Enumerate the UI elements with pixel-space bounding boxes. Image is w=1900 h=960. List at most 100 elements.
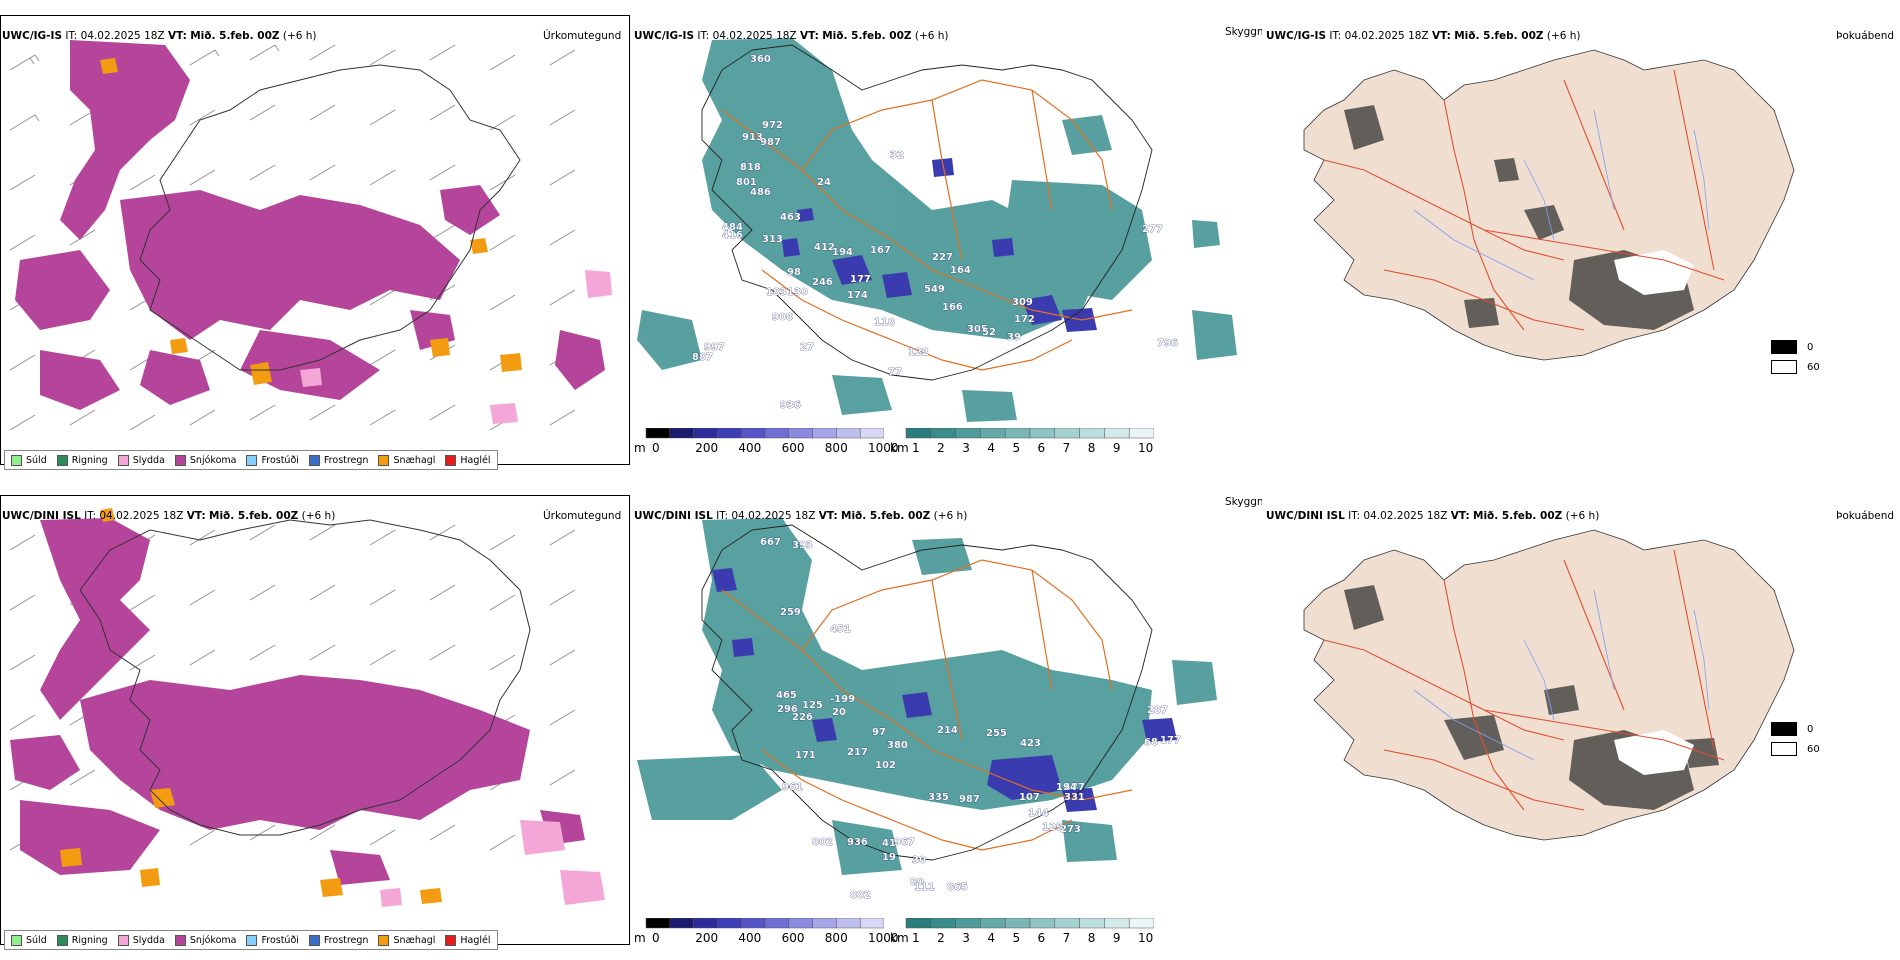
height-label: 796 xyxy=(1157,338,1178,349)
colorbar-tick-label: 7 xyxy=(1062,441,1071,455)
colorbar-tick-label: 0 xyxy=(652,441,660,455)
colorbar-tick-label: 10 xyxy=(1138,931,1154,945)
graupel-areas xyxy=(60,508,442,904)
colorbar-swatch xyxy=(764,917,790,929)
panel-title: Þokuábendi xyxy=(1836,30,1894,42)
colorbar-tick-label: 600 xyxy=(781,931,805,945)
height-label: 936 xyxy=(780,400,801,411)
colorbar-tick-label: 600 xyxy=(781,441,805,455)
legend-item: Haglél xyxy=(445,934,491,946)
cloud-base-panel-1: UWC/IG-IS IT: 04.02.2025 18Z VT: Mið. 5.… xyxy=(632,10,1262,480)
colorbar-swatch xyxy=(740,427,766,439)
colorbar-swatch xyxy=(980,427,1006,439)
height-label: 122 xyxy=(908,347,929,358)
height-label: 32 xyxy=(890,150,904,161)
height-label: 166 xyxy=(942,302,963,313)
colorbar-tick-label: 4 xyxy=(987,931,995,945)
height-label: 194 xyxy=(1056,782,1077,793)
height-label: 967 xyxy=(894,837,915,848)
coastline xyxy=(701,44,1153,381)
height-label: 296 xyxy=(777,704,798,715)
unit-label: km xyxy=(890,931,909,945)
colorbar-tick-label: 7 xyxy=(1062,931,1071,945)
colorbar-tick-label: 400 xyxy=(738,441,762,455)
visibility-colorbar-swatches xyxy=(905,917,1155,929)
height-label: 194 xyxy=(832,247,853,258)
height-label: 477 xyxy=(1064,782,1085,793)
colorbar-swatch xyxy=(1079,427,1105,439)
height-label: 144 xyxy=(1028,808,1049,819)
height-label: 412 xyxy=(814,242,835,253)
height-label: 549 xyxy=(924,284,945,295)
height-label: 882 xyxy=(850,890,871,901)
colorbar-tick-label: 8 xyxy=(1087,441,1096,455)
height-label: 801 xyxy=(736,177,757,188)
roads xyxy=(1323,69,1725,331)
legend-item: 60 xyxy=(1771,360,1820,374)
cloud-base-map: 667 393 259 451 465 296 -199 125 171 97 217 214 380 1… xyxy=(637,518,1217,901)
legend-item: Haglél xyxy=(445,454,491,466)
height-label: 227 xyxy=(932,252,953,263)
height-label: 177 xyxy=(1160,735,1181,746)
height-label: 125 xyxy=(802,700,823,711)
height-label: 380 xyxy=(887,740,908,751)
unit-label: m xyxy=(634,931,646,945)
height-label: 451 xyxy=(830,624,851,635)
fog-legend: 0 60 xyxy=(1771,340,1820,374)
height-label: 27 xyxy=(800,342,814,353)
height-label: 20 xyxy=(832,707,846,718)
legend-item: Rigning xyxy=(56,454,108,466)
iceland-land xyxy=(1303,529,1795,841)
colorbar-tick-label: 800 xyxy=(824,441,848,455)
colorbar-swatch xyxy=(1029,427,1056,439)
visibility-colorbar: km 1 2 3 4 5 6 7 8 9 10 xyxy=(890,917,1155,947)
cloud-base-panel-2: UWC/DINI ISL IT: 04.02.2025 18Z VT: Mið.… xyxy=(632,490,1262,960)
fog-index-map xyxy=(1303,49,1795,361)
colorbar-tick-label: 1000 xyxy=(868,441,899,455)
precip-type-panel-1: UWC/IG-IS IT: 04.02.2025 18Z VT: Mið. 5.… xyxy=(0,10,630,480)
height-label: 305 xyxy=(967,324,988,335)
colorbar-swatch xyxy=(980,917,1006,929)
colorbar-swatch xyxy=(955,917,981,929)
height-label: 393 xyxy=(792,540,813,551)
colorbar-swatch xyxy=(930,427,956,439)
colorbar-tick-label: 200 xyxy=(695,931,719,945)
snow-areas xyxy=(10,518,585,885)
precip-legend: Súld Rigning Slydda Snjókoma Frostúði Fr… xyxy=(4,930,498,950)
height-colorbar-swatches xyxy=(645,427,885,439)
coastline xyxy=(79,519,531,836)
height-label: 313 xyxy=(762,234,783,245)
height-label: 416 xyxy=(722,230,743,241)
legend-item: Frostregn xyxy=(308,454,368,466)
height-label: 39 xyxy=(1007,332,1021,343)
colorbar-swatch xyxy=(645,917,671,929)
colorbar-tick-label: 5 xyxy=(1012,931,1021,945)
panel-header: UWC/DINI ISL IT: 04.02.2025 18Z VT: Mið.… xyxy=(2,510,336,522)
height-label: 331 xyxy=(1064,792,1085,803)
visibility-colorbar: km 1 2 3 4 5 6 7 8 9 10 xyxy=(890,427,1155,457)
colorbar-tick-label: 9 xyxy=(1112,441,1121,455)
legend-item: 0 xyxy=(1771,340,1820,354)
height-label: 177 xyxy=(850,274,871,285)
colorbar-swatch xyxy=(836,917,861,929)
panel-header: UWC/IG-IS IT: 04.02.2025 18Z VT: Mið. 5.… xyxy=(634,30,949,42)
colorbar-swatch xyxy=(1104,917,1130,929)
colorbar-swatch xyxy=(1054,917,1080,929)
height-colorbar: m 0 200 400 600 800 1000 xyxy=(634,917,899,947)
colorbar-swatch xyxy=(1004,427,1031,439)
teal-cloud-areas xyxy=(637,518,1217,875)
height-label: 255 xyxy=(986,728,1007,739)
unit-label: km xyxy=(890,441,909,455)
legend-item: Slydda xyxy=(117,454,165,466)
height-label: 277 xyxy=(1142,224,1163,235)
colorbar-tick-label: 10 xyxy=(1138,441,1154,455)
snow-areas xyxy=(15,40,605,410)
coastline xyxy=(139,64,521,371)
legend-item: Snjókoma xyxy=(174,934,236,946)
colorbar-swatch xyxy=(788,427,813,439)
height-label: 171 xyxy=(795,750,816,761)
legend-item: Slydda xyxy=(117,934,165,946)
height-label: 961 xyxy=(782,782,803,793)
blue-cloud-areas xyxy=(782,158,1097,332)
precip-type-map xyxy=(9,508,605,907)
